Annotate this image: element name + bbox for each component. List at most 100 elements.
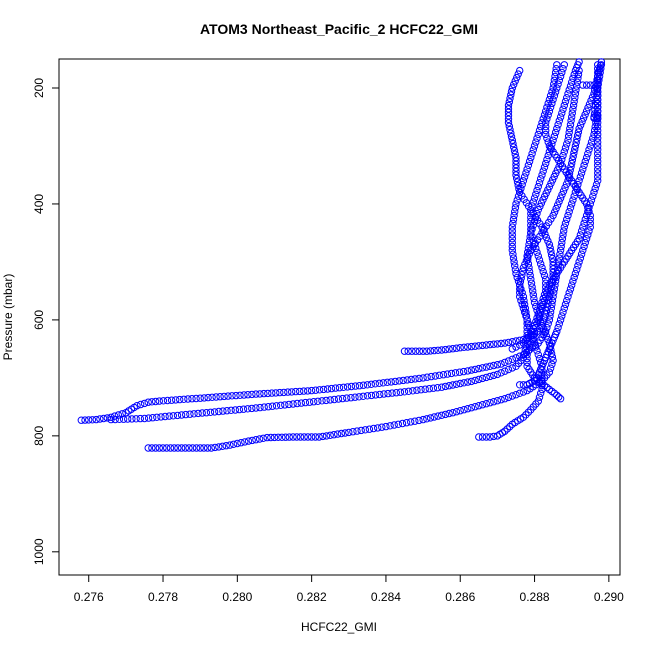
data-point <box>241 438 249 446</box>
data-point <box>518 271 526 279</box>
data-point <box>365 425 374 433</box>
data-point <box>545 95 554 104</box>
data-point <box>208 393 216 401</box>
data-point <box>311 433 320 441</box>
data-point <box>570 149 578 157</box>
data-point <box>196 444 204 452</box>
data-point <box>207 444 216 452</box>
data-point <box>529 237 537 245</box>
data-point <box>382 422 390 431</box>
data-point <box>361 426 369 434</box>
chart-title: ATOM3 Northeast_Pacific_2 HCFC22_GMI <box>200 21 478 37</box>
data-point <box>561 300 570 309</box>
data-point <box>456 407 464 415</box>
data-point <box>144 414 153 422</box>
data-point <box>159 397 168 405</box>
data-point <box>493 370 502 379</box>
data-point <box>232 391 240 400</box>
data-point <box>149 414 157 422</box>
data-point <box>467 404 476 412</box>
data-point <box>579 114 588 122</box>
data-point <box>566 121 575 129</box>
data-point <box>558 191 566 199</box>
data-point <box>471 342 479 350</box>
data-point <box>267 433 275 442</box>
data-point <box>573 135 581 143</box>
data-point <box>514 192 523 200</box>
data-point <box>335 384 344 392</box>
data-point <box>538 298 546 307</box>
data-point <box>559 65 567 73</box>
data-point <box>594 126 602 135</box>
data-point <box>111 415 119 424</box>
data-point <box>452 344 461 352</box>
data-point <box>526 271 534 280</box>
data-point <box>534 310 542 318</box>
data-point <box>355 382 364 390</box>
data-point <box>594 142 602 150</box>
data-point <box>509 254 518 262</box>
data-point <box>322 396 330 405</box>
data-point <box>445 409 453 418</box>
data-point <box>394 420 402 428</box>
data-point <box>200 394 208 402</box>
data-point <box>556 395 565 403</box>
data-point <box>530 240 539 249</box>
x-axis: 0.276 0.278 0.280 0.282 0.284 0.286 0.288 0.290 <box>74 575 624 604</box>
data-point <box>438 383 446 391</box>
data-point <box>519 304 528 312</box>
data-point <box>334 395 343 403</box>
data-point <box>527 229 535 237</box>
data-point <box>255 435 264 443</box>
data-point <box>276 388 284 397</box>
data-point <box>216 393 224 401</box>
data-point <box>519 264 528 272</box>
data-point <box>586 200 594 208</box>
data-point <box>553 84 561 92</box>
data-point <box>572 138 580 147</box>
data-point <box>565 86 573 94</box>
data-point <box>411 375 419 383</box>
data-point <box>545 107 554 115</box>
data-point <box>445 382 453 390</box>
data-point <box>556 72 565 81</box>
data-point <box>478 401 487 409</box>
data-point <box>564 136 572 144</box>
data-point <box>540 271 549 280</box>
data-point <box>504 338 513 347</box>
data-point <box>182 410 190 419</box>
data-point <box>471 376 479 385</box>
data-point <box>92 415 100 424</box>
data-point <box>555 254 563 262</box>
data-point <box>539 267 547 276</box>
data-point <box>464 343 472 351</box>
data-point <box>376 390 384 399</box>
data-point <box>516 293 524 301</box>
data-point <box>509 215 518 224</box>
data-point <box>304 387 312 395</box>
data-point <box>544 111 552 119</box>
data-point <box>204 393 212 402</box>
data-point <box>527 217 535 226</box>
data-point <box>169 412 178 420</box>
data-point <box>594 134 602 142</box>
data-point <box>452 408 461 416</box>
data-point <box>504 108 513 117</box>
data-point <box>339 383 348 391</box>
data-point <box>128 415 136 423</box>
data-point <box>535 312 544 320</box>
data-point <box>455 368 464 376</box>
data-point <box>563 140 571 148</box>
data-point <box>248 390 256 399</box>
data-point <box>357 426 365 435</box>
data-point <box>566 204 575 212</box>
data-point <box>486 433 494 441</box>
data-point <box>563 296 571 305</box>
data-point <box>555 320 563 328</box>
data-point <box>430 346 438 355</box>
data-point <box>513 73 521 82</box>
data-point <box>434 346 442 354</box>
data-point <box>464 367 472 375</box>
data-point <box>475 364 483 373</box>
